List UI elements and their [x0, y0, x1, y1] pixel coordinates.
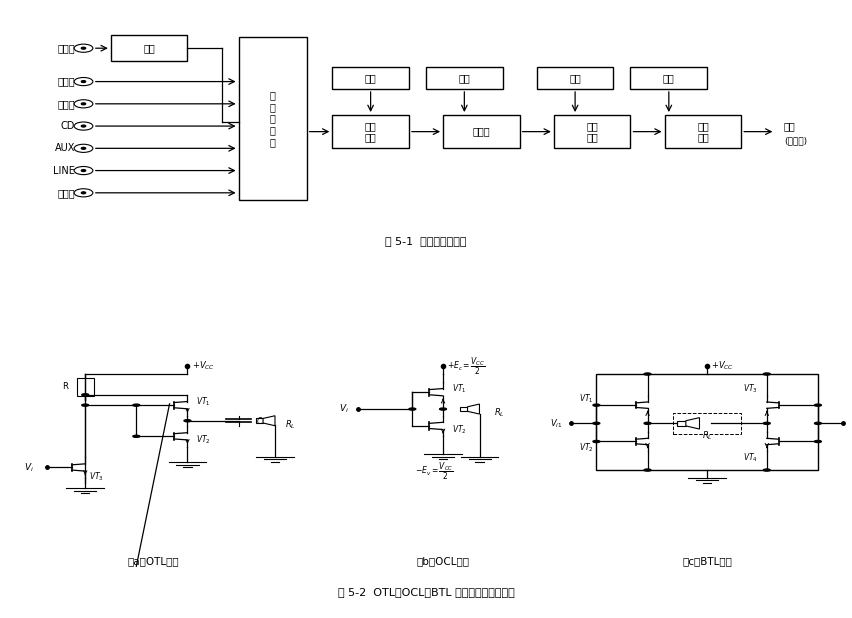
Circle shape	[644, 469, 651, 471]
Circle shape	[82, 125, 85, 127]
Text: 信
号
选
择
器: 信 号 选 择 器	[270, 90, 275, 147]
Text: CD: CD	[60, 121, 75, 131]
Bar	[677, 421, 686, 426]
Text: $R_L$: $R_L$	[702, 430, 712, 442]
Circle shape	[815, 422, 821, 425]
Bar	[537, 67, 613, 89]
Circle shape	[644, 373, 651, 375]
Bar	[111, 35, 187, 61]
Circle shape	[184, 420, 191, 421]
Text: $V_{i1}$: $V_{i1}$	[550, 417, 562, 430]
Bar	[256, 418, 263, 423]
Circle shape	[82, 80, 85, 83]
Circle shape	[409, 408, 416, 410]
Text: R: R	[62, 383, 68, 391]
Circle shape	[82, 404, 89, 406]
Text: $V_i$: $V_i$	[339, 403, 349, 415]
Text: 录音座: 录音座	[57, 99, 75, 109]
Text: 平衡
控制: 平衡 控制	[697, 121, 709, 142]
Circle shape	[763, 422, 770, 425]
Text: $+V_{CC}$: $+V_{CC}$	[192, 360, 215, 373]
Circle shape	[644, 422, 651, 425]
Text: $VT_2$: $VT_2$	[196, 434, 210, 446]
Text: 电唱盘: 电唱盘	[57, 43, 75, 53]
Polygon shape	[468, 404, 480, 414]
Circle shape	[82, 394, 89, 396]
Text: 输入
放大: 输入 放大	[365, 121, 377, 142]
Text: $VT_4$: $VT_4$	[743, 452, 758, 464]
Bar	[554, 115, 630, 148]
Text: 响度: 响度	[458, 73, 470, 83]
Circle shape	[133, 404, 140, 406]
Bar	[673, 413, 741, 434]
Circle shape	[82, 192, 85, 194]
Text: $+E_c=\dfrac{V_{CC}}{2}$: $+E_c=\dfrac{V_{CC}}{2}$	[447, 355, 486, 377]
Bar	[77, 378, 94, 396]
Circle shape	[440, 408, 446, 410]
Circle shape	[763, 469, 770, 471]
Circle shape	[133, 435, 140, 438]
Text: $VT_1$: $VT_1$	[196, 395, 210, 407]
Bar	[332, 115, 409, 148]
Bar	[443, 115, 520, 148]
Bar	[630, 67, 707, 89]
Text: （a）OTL电路: （a）OTL电路	[128, 556, 179, 566]
Text: $R_L$: $R_L$	[494, 407, 505, 419]
Text: $VT_2$: $VT_2$	[579, 442, 594, 454]
Circle shape	[815, 441, 821, 442]
Bar	[239, 37, 307, 200]
Text: 均衡: 均衡	[143, 43, 155, 53]
Circle shape	[82, 147, 85, 150]
Circle shape	[763, 373, 770, 375]
Text: 调谐器: 调谐器	[57, 77, 75, 87]
Bar	[426, 67, 503, 89]
Text: 传声器: 传声器	[57, 188, 75, 198]
Circle shape	[593, 422, 600, 425]
Text: 图 5-2  OTL、OCL、BTL 功放电路简化原理图: 图 5-2 OTL、OCL、BTL 功放电路简化原理图	[337, 587, 515, 597]
Text: $VT_2$: $VT_2$	[452, 423, 466, 436]
Text: $R_L$: $R_L$	[285, 418, 296, 431]
Text: $VT_1$: $VT_1$	[579, 392, 594, 405]
Text: 低音: 低音	[569, 73, 581, 83]
Circle shape	[82, 169, 85, 171]
Circle shape	[593, 404, 600, 406]
Text: 音调
控制: 音调 控制	[586, 121, 598, 142]
Text: (接功放): (接功放)	[784, 137, 807, 145]
Bar	[596, 374, 818, 470]
Text: $C$: $C$	[256, 415, 263, 426]
Circle shape	[815, 404, 821, 406]
Text: $+V_{CC}$: $+V_{CC}$	[711, 360, 734, 373]
Circle shape	[593, 441, 600, 442]
Circle shape	[82, 103, 85, 104]
Text: 高低滤: 高低滤	[473, 127, 490, 137]
Text: （b）OCL电路: （b）OCL电路	[417, 556, 469, 566]
Bar	[332, 67, 409, 89]
Bar	[665, 115, 741, 148]
Text: $-E_v=\dfrac{V_{CC}}{2}$: $-E_v=\dfrac{V_{CC}}{2}$	[415, 460, 454, 481]
Bar	[460, 407, 468, 412]
Text: $VT_3$: $VT_3$	[744, 383, 758, 395]
Text: 高音: 高音	[663, 73, 675, 83]
Text: 音景: 音景	[365, 73, 377, 83]
Text: 图 5-1  前置放大器框图: 图 5-1 前置放大器框图	[385, 236, 467, 246]
Text: $VT_3$: $VT_3$	[89, 470, 104, 483]
Polygon shape	[263, 416, 275, 426]
Polygon shape	[686, 418, 699, 429]
Text: 输出: 输出	[784, 121, 796, 131]
Text: AUX: AUX	[55, 143, 75, 153]
Text: $V_i$: $V_i$	[24, 461, 34, 474]
Text: （c）BTL电路: （c）BTL电路	[682, 556, 732, 566]
Text: $VT_1$: $VT_1$	[452, 382, 466, 394]
Text: LINE: LINE	[53, 166, 75, 176]
Circle shape	[82, 47, 85, 49]
